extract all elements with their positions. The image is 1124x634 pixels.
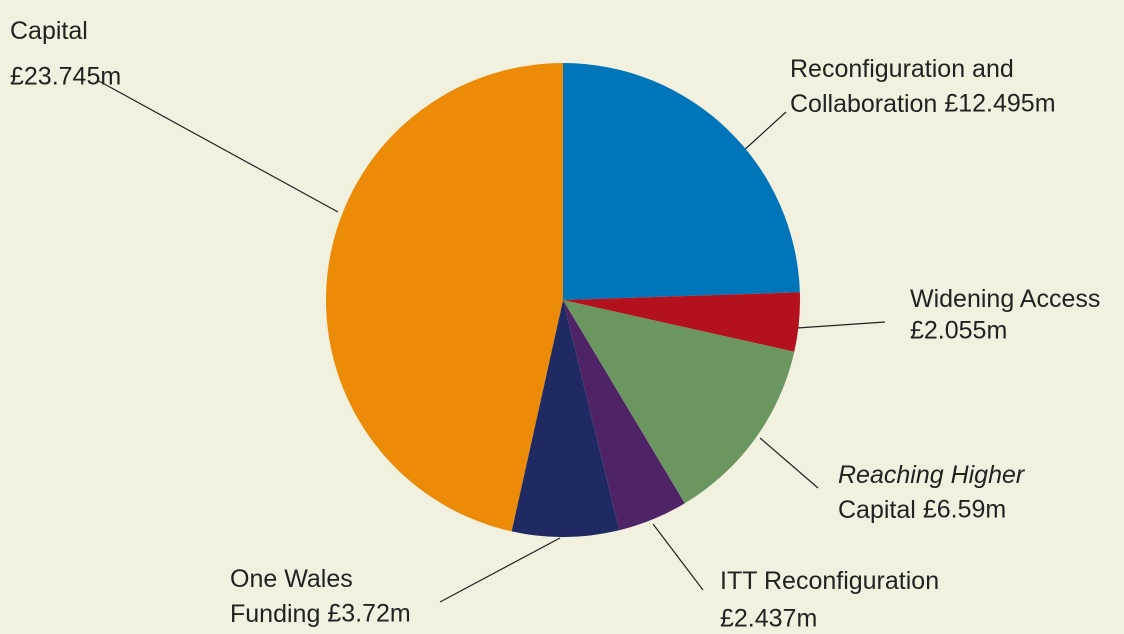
leader-line [759,437,819,489]
label-line: One Wales [230,565,360,593]
leader-lines [96,79,886,603]
value-label: £23.745m [10,63,121,91]
label-line: Capital [838,496,916,524]
label-line: Widening Access [910,285,1100,313]
label-line: Capital [10,17,88,45]
value-label: £6.59m [923,496,1006,524]
leader-line [652,523,704,591]
pie-slice [563,300,795,504]
leader-line [796,321,886,329]
category-label: Reconfiguration and Collaboration [790,55,1021,118]
value-label: £2.055m [910,317,1007,345]
value-label: £2.437m [720,605,817,633]
pie-slice [563,292,800,352]
category-label: Widening Access [910,285,1100,313]
label-line: Reaching Higher [838,461,1031,489]
leader-line [741,111,787,153]
label-line: Funding [230,600,320,628]
pie-slice [511,300,620,537]
category-label: Capital [10,17,88,45]
category-label: ITT Reconfiguration [720,567,939,595]
pie-slice [326,63,563,532]
label-line: Collaboration [790,90,937,118]
label-line: ITT Reconfiguration [720,567,939,595]
pie-slice [563,300,685,531]
category-label: Reaching Higher Capital [838,461,1031,524]
label-line: Reconfiguration and [790,55,1021,83]
category-label: One Wales Funding [230,565,360,628]
leader-line [96,79,339,213]
value-label: £12.495m [944,90,1055,118]
leader-line [439,537,561,603]
pie-slice [563,63,800,300]
value-label: £3.72m [327,600,410,628]
